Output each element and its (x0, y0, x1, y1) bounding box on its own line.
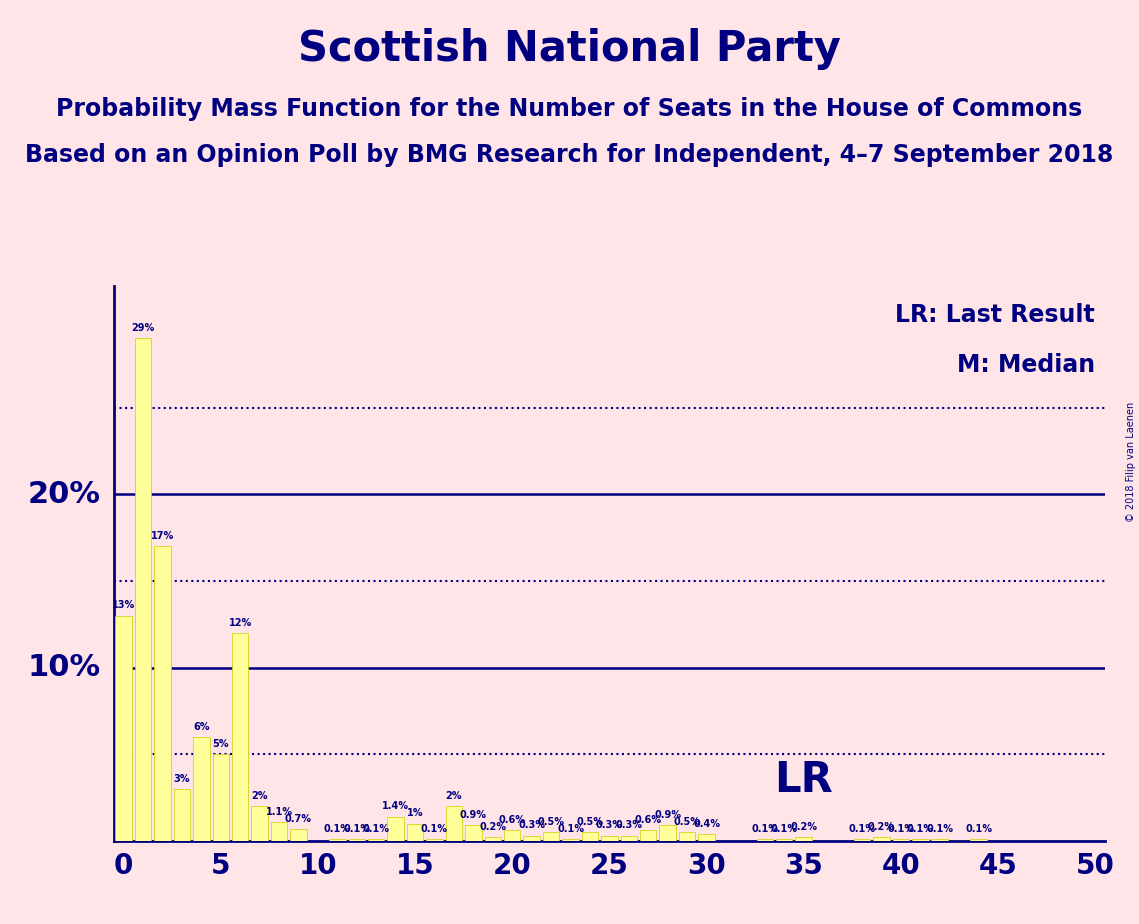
Text: 0.5%: 0.5% (673, 817, 700, 827)
Bar (679, 833, 695, 841)
Text: 0.6%: 0.6% (499, 815, 526, 825)
Text: 3%: 3% (173, 773, 190, 784)
Text: 0.9%: 0.9% (460, 810, 486, 821)
Bar (252, 806, 268, 841)
Text: 0.1%: 0.1% (752, 824, 778, 833)
Bar (776, 839, 793, 841)
Text: 0.5%: 0.5% (576, 817, 604, 827)
Text: 6%: 6% (194, 722, 210, 732)
Bar (154, 546, 171, 841)
Text: 0.3%: 0.3% (615, 821, 642, 831)
Bar (407, 823, 424, 841)
Bar (756, 839, 773, 841)
Text: 0.7%: 0.7% (285, 813, 312, 823)
Bar (601, 835, 617, 841)
Text: LR: Last Result: LR: Last Result (895, 303, 1095, 327)
Text: LR: LR (775, 760, 833, 801)
Bar (194, 737, 210, 841)
Text: 0.5%: 0.5% (538, 817, 565, 827)
Text: Based on an Opinion Poll by BMG Research for Independent, 4–7 September 2018: Based on an Opinion Poll by BMG Research… (25, 143, 1114, 167)
Bar (582, 833, 598, 841)
Text: 0.1%: 0.1% (771, 824, 797, 833)
Text: 17%: 17% (150, 531, 174, 541)
Bar (874, 837, 890, 841)
Text: 1.4%: 1.4% (383, 801, 409, 811)
Text: 0.1%: 0.1% (362, 824, 390, 833)
Bar (563, 839, 579, 841)
Bar (134, 338, 151, 841)
Bar (795, 837, 812, 841)
Bar (854, 839, 870, 841)
Bar (368, 839, 385, 841)
Text: 2%: 2% (252, 791, 268, 801)
Bar (173, 789, 190, 841)
Bar (329, 839, 345, 841)
Bar (445, 806, 462, 841)
Text: 12%: 12% (229, 618, 252, 627)
Text: 0.1%: 0.1% (323, 824, 351, 833)
Bar (484, 837, 501, 841)
Text: 0.1%: 0.1% (421, 824, 448, 833)
Text: 5%: 5% (213, 739, 229, 749)
Text: 0.2%: 0.2% (790, 822, 817, 833)
Bar (698, 833, 715, 841)
Bar (621, 835, 637, 841)
Bar (543, 833, 559, 841)
Bar (349, 839, 364, 841)
Text: 0.2%: 0.2% (480, 822, 506, 833)
Bar (232, 633, 248, 841)
Bar (893, 839, 909, 841)
Text: 0.3%: 0.3% (596, 821, 623, 831)
Text: 0.1%: 0.1% (343, 824, 370, 833)
Text: 0.4%: 0.4% (693, 819, 720, 829)
Bar (271, 821, 287, 841)
Bar (912, 839, 928, 841)
Bar (659, 825, 675, 841)
Bar (465, 825, 482, 841)
Bar (213, 754, 229, 841)
Text: 0.1%: 0.1% (907, 824, 934, 833)
Text: Probability Mass Function for the Number of Seats in the House of Commons: Probability Mass Function for the Number… (56, 97, 1083, 121)
Text: 0.1%: 0.1% (849, 824, 876, 833)
Text: 0.9%: 0.9% (654, 810, 681, 821)
Text: 0.1%: 0.1% (557, 824, 584, 833)
Text: M: Median: M: Median (957, 353, 1095, 377)
Text: 13%: 13% (112, 601, 136, 611)
Text: 2%: 2% (445, 791, 462, 801)
Bar (524, 835, 540, 841)
Bar (932, 839, 948, 841)
Text: 1.1%: 1.1% (265, 807, 293, 817)
Text: 0.1%: 0.1% (965, 824, 992, 833)
Text: 0.2%: 0.2% (868, 822, 895, 833)
Text: 0.3%: 0.3% (518, 821, 546, 831)
Bar (387, 817, 404, 841)
Bar (426, 839, 443, 841)
Text: 0.6%: 0.6% (634, 815, 662, 825)
Text: © 2018 Filip van Laenen: © 2018 Filip van Laenen (1126, 402, 1136, 522)
Text: 10%: 10% (27, 653, 100, 682)
Bar (640, 831, 656, 841)
Text: 1%: 1% (407, 808, 424, 819)
Bar (115, 615, 132, 841)
Text: 29%: 29% (131, 323, 155, 334)
Bar (970, 839, 986, 841)
Text: 20%: 20% (27, 480, 100, 509)
Bar (290, 829, 306, 841)
Bar (503, 831, 521, 841)
Text: 0.1%: 0.1% (926, 824, 953, 833)
Text: 0.1%: 0.1% (887, 824, 915, 833)
Text: Scottish National Party: Scottish National Party (298, 28, 841, 69)
